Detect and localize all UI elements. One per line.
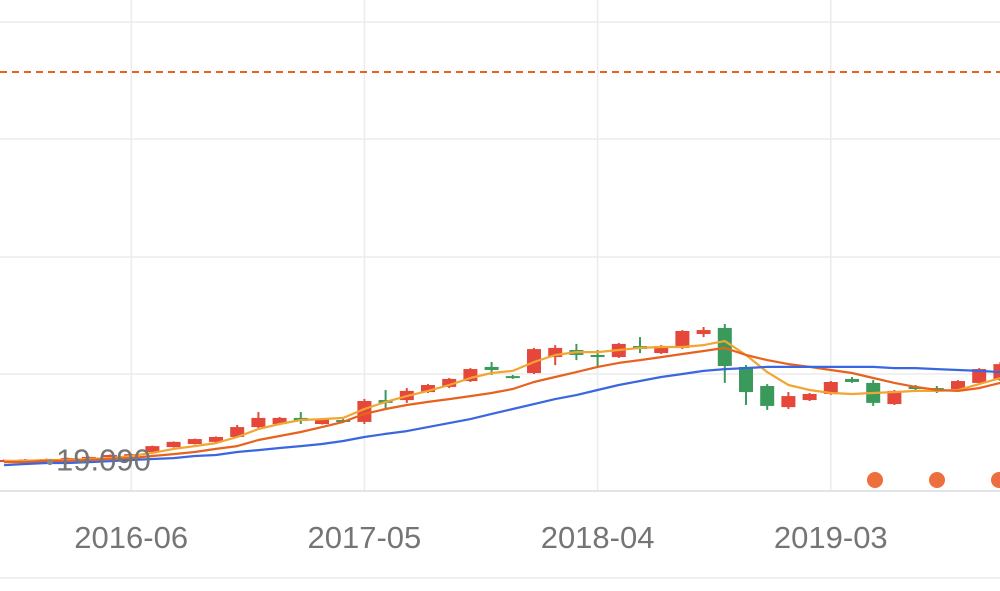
- candle-body: [887, 390, 902, 405]
- signal-dot: [929, 472, 945, 488]
- candle-body: [548, 347, 563, 358]
- candle-body: [654, 346, 669, 354]
- x-tick-label: 2018-04: [541, 520, 655, 555]
- candle-body: [484, 366, 499, 370]
- candle-body: [696, 330, 711, 335]
- candle-body: [505, 376, 520, 379]
- candle-body: [421, 385, 435, 393]
- ma-line: [3, 365, 1000, 467]
- candle-body: [230, 427, 245, 437]
- ma-line: [4, 346, 1000, 464]
- candle-body: [845, 378, 859, 382]
- ma-line: [4, 340, 1000, 462]
- candle-body: [442, 378, 457, 387]
- min-label: 19.090: [56, 442, 151, 477]
- min-marker: [47, 459, 53, 466]
- candle-body: [272, 417, 287, 425]
- candle-body: [145, 446, 160, 452]
- signal-dots: [867, 472, 1000, 488]
- candle-body: [463, 369, 478, 382]
- candle-body: [187, 439, 202, 445]
- candle-body: [209, 436, 223, 442]
- signal-dot: [991, 472, 1000, 488]
- candle-body: [802, 393, 817, 401]
- candle-body: [166, 441, 181, 448]
- candle-body: [675, 330, 690, 348]
- grid: [0, 21, 1000, 579]
- signal-dot: [867, 472, 883, 488]
- candle-body: [315, 419, 329, 425]
- candle-body: [760, 385, 775, 406]
- candle-body: [357, 401, 372, 422]
- candle-body: [972, 369, 987, 383]
- candle-body: [103, 455, 117, 458]
- x-tick-label: 2016-06: [74, 520, 188, 555]
- candle-body: [739, 366, 753, 393]
- candle-body: [781, 396, 796, 408]
- candle-body: [823, 381, 838, 394]
- x-tick-label: 2017-05: [308, 520, 422, 555]
- candle-body: [951, 381, 965, 390]
- candle-body: [251, 417, 266, 428]
- x-tick-label: 2019-03: [774, 520, 888, 555]
- candle-body: [590, 354, 605, 358]
